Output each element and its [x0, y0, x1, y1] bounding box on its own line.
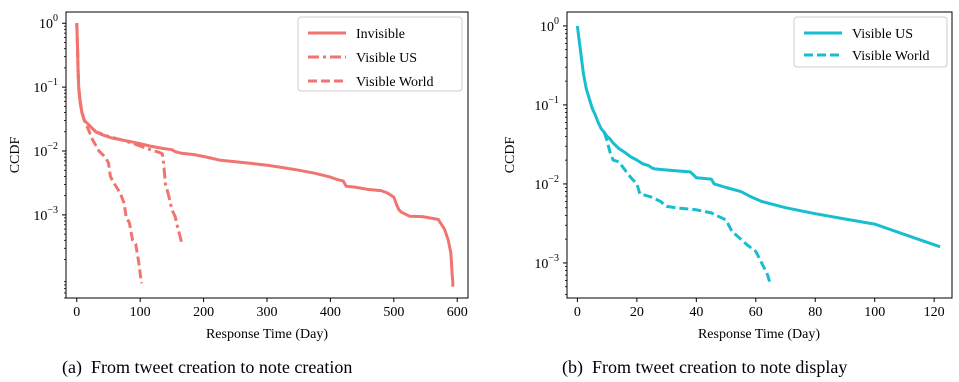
y-tick-base: 10: [534, 257, 548, 272]
chart-a-legend: Invisible Visible US Visible World: [297, 16, 463, 92]
chart-b-plot-area: [575, 25, 941, 286]
x-tick-label: 100: [864, 305, 885, 320]
y-tick-base: 10: [540, 20, 554, 35]
y-tick-exponent: −1: [548, 95, 559, 106]
legend-label: Visible US: [852, 27, 913, 42]
legend-label: Invisible: [356, 27, 405, 42]
y-tick-base: 10: [33, 81, 47, 96]
chart-b-y-label: CCDF: [503, 137, 518, 174]
y-tick-base: 10: [534, 178, 548, 193]
x-tick-label: 500: [383, 305, 404, 320]
y-tick-label: 10−1: [33, 77, 58, 96]
chart-a-caption: (a) From tweet creation to note creation: [62, 357, 352, 378]
y-tick-exponent: −1: [47, 77, 58, 88]
series-line-visible-world: [75, 23, 143, 284]
chart-a-plot-area: [75, 23, 455, 287]
legend-label: Visible World: [356, 75, 434, 90]
y-tick-exponent: −2: [548, 174, 559, 185]
x-tick-label: 0: [73, 305, 80, 320]
y-tick-label: 10−1: [534, 95, 559, 114]
y-tick-base: 10: [39, 17, 53, 32]
y-tick-exponent: −2: [47, 141, 58, 152]
y-tick-base: 10: [33, 209, 47, 224]
series-line-visible-world: [602, 131, 773, 286]
series-line-visible-us: [75, 23, 183, 243]
x-tick-label: 60: [749, 305, 763, 320]
y-tick-label: 10−2: [33, 141, 58, 160]
y-tick-label: 10−3: [33, 205, 58, 224]
chart-a-x-axis: 0 100 200 300 400 500 600: [73, 298, 468, 320]
chart-b-frame: [566, 11, 953, 299]
x-tick-label: 120: [924, 305, 945, 320]
chart-b-x-axis: 0 20 40 60 80 100 120: [574, 298, 945, 320]
legend-label: Visible US: [356, 51, 417, 66]
y-tick-label: 100: [39, 13, 58, 32]
chart-a-x-label: Response Time (Day): [206, 327, 328, 342]
y-tick-exponent: −3: [47, 205, 58, 216]
x-tick-label: 600: [447, 305, 468, 320]
y-tick-label: 10−3: [534, 253, 559, 272]
y-tick-exponent: 0: [53, 13, 58, 24]
y-tick-base: 10: [33, 145, 47, 160]
y-tick-label: 100: [540, 16, 559, 35]
chart-b-x-label: Response Time (Day): [698, 327, 820, 342]
y-tick-exponent: 0: [554, 16, 559, 27]
y-tick-base: 10: [534, 99, 548, 114]
y-tick-exponent: −3: [548, 253, 559, 264]
chart-a-y-label: CCDF: [8, 137, 23, 174]
x-tick-label: 100: [130, 305, 151, 320]
chart-b-caption: (b) From tweet creation to note display: [562, 357, 847, 378]
y-tick-label: 10−2: [534, 174, 559, 193]
x-tick-label: 0: [574, 305, 581, 320]
x-tick-label: 200: [193, 305, 214, 320]
legend-label: Visible World: [852, 49, 930, 64]
x-tick-label: 80: [808, 305, 822, 320]
series-line-visible-us: [575, 25, 941, 249]
x-tick-label: 300: [257, 305, 278, 320]
x-tick-label: 20: [630, 305, 644, 320]
chart-a-legend-box: [297, 16, 463, 92]
chart-b-legend: Visible US Visible World: [793, 16, 948, 68]
x-tick-label: 400: [320, 305, 341, 320]
x-tick-label: 40: [689, 305, 703, 320]
